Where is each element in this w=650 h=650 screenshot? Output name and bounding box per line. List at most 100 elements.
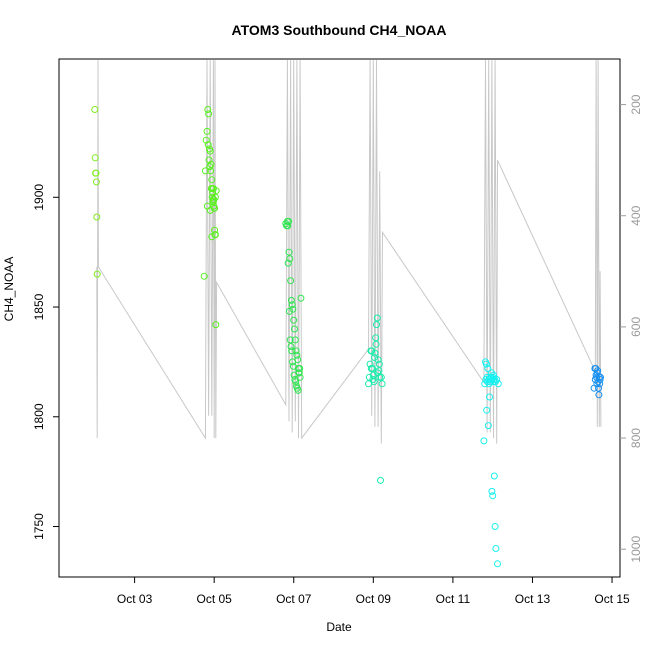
data-point	[291, 336, 299, 344]
data-point	[201, 167, 209, 175]
data-point	[488, 369, 495, 377]
data-point	[492, 378, 499, 386]
data-point	[373, 321, 380, 329]
data-point	[374, 356, 382, 364]
data-point	[212, 321, 220, 329]
y2-tick-label: 600	[629, 317, 643, 337]
x-tick-label: Oct 13	[515, 592, 551, 606]
data-point	[285, 217, 293, 225]
data-point	[207, 167, 215, 175]
plot-frame	[58, 58, 621, 578]
data-point	[93, 213, 101, 221]
data-point	[375, 360, 383, 368]
x-tick-label: Oct 09	[356, 592, 392, 606]
data-point	[205, 110, 213, 118]
data-point	[285, 248, 293, 256]
data-point	[377, 373, 385, 381]
y-tick-label: 1800	[32, 403, 46, 430]
data-point	[591, 376, 599, 383]
x-tick-label: Oct 07	[276, 592, 312, 606]
data-point	[491, 523, 499, 530]
data-point	[293, 351, 301, 359]
data-point	[374, 369, 382, 377]
data-point	[492, 545, 500, 552]
data-point	[292, 378, 300, 386]
data-point	[209, 185, 217, 192]
data-point	[595, 373, 603, 381]
data-point	[92, 169, 100, 177]
data-point	[206, 163, 214, 171]
data-point	[91, 106, 99, 113]
data-point	[482, 360, 490, 368]
data-point	[296, 365, 304, 372]
data-point	[203, 127, 211, 135]
data-point	[484, 422, 492, 430]
data-point	[92, 178, 100, 186]
data-point	[289, 358, 297, 366]
data-point	[288, 301, 296, 309]
data-point	[372, 340, 380, 348]
data-point	[290, 316, 298, 324]
y2-tick-label: 200	[629, 94, 643, 114]
data-point	[372, 334, 380, 342]
x-tick-label: Oct 05	[196, 592, 232, 606]
data-point	[367, 365, 375, 372]
data-point	[483, 406, 491, 414]
x-tick-label: Oct 03	[117, 592, 153, 606]
data-point	[294, 386, 302, 394]
x-tick-label: Oct 15	[594, 592, 630, 606]
data-point	[373, 314, 381, 322]
data-point	[93, 270, 101, 278]
y2-tick-label: 1000	[629, 536, 643, 563]
y-tick-label: 1900	[32, 184, 46, 211]
data-point	[292, 347, 300, 355]
data-point	[369, 371, 377, 379]
data-point	[490, 472, 498, 480]
data-point	[480, 437, 488, 445]
data-point	[295, 369, 303, 377]
data-point	[592, 365, 600, 372]
data-point	[91, 154, 99, 162]
data-point	[202, 136, 210, 144]
data-point	[204, 141, 212, 149]
data-point	[297, 294, 305, 302]
data-point	[206, 147, 214, 155]
data-point	[205, 156, 213, 164]
y-tick-label: 1850	[32, 293, 46, 320]
data-point	[204, 106, 212, 113]
data-point	[286, 336, 294, 344]
data-point	[594, 367, 602, 375]
data-point	[596, 380, 604, 388]
data-point	[284, 222, 292, 230]
data-point	[371, 349, 379, 357]
data-point	[284, 259, 292, 267]
y-tick-label: 1750	[32, 513, 46, 540]
data-point	[200, 272, 208, 280]
data-point	[377, 476, 384, 484]
data-point	[288, 347, 296, 355]
data-point	[289, 362, 297, 370]
data-point	[365, 373, 373, 381]
data-point	[486, 393, 493, 401]
axes-layer: Oct 03 Oct 05 Oct 07 Oct 09 Oct 11 Oct 13 Oct …	[32, 58, 643, 606]
data-point	[595, 391, 603, 399]
data-point	[285, 307, 293, 315]
data-point	[595, 384, 602, 392]
data-point	[206, 206, 214, 214]
y2-tick-label: 800	[629, 428, 643, 448]
data-point	[208, 233, 216, 241]
data-point	[211, 226, 219, 234]
data-point	[286, 255, 294, 263]
data-point	[210, 196, 218, 203]
data-point	[287, 277, 295, 285]
data-point	[211, 193, 219, 201]
x-axis-label: Date	[326, 620, 352, 634]
x-tick-label: Oct 11	[436, 592, 471, 606]
y-axis-label: CH4_NOAA	[2, 257, 16, 322]
data-point	[494, 560, 501, 568]
data-point	[371, 354, 378, 361]
data-point	[482, 376, 490, 383]
data-point	[208, 176, 216, 184]
